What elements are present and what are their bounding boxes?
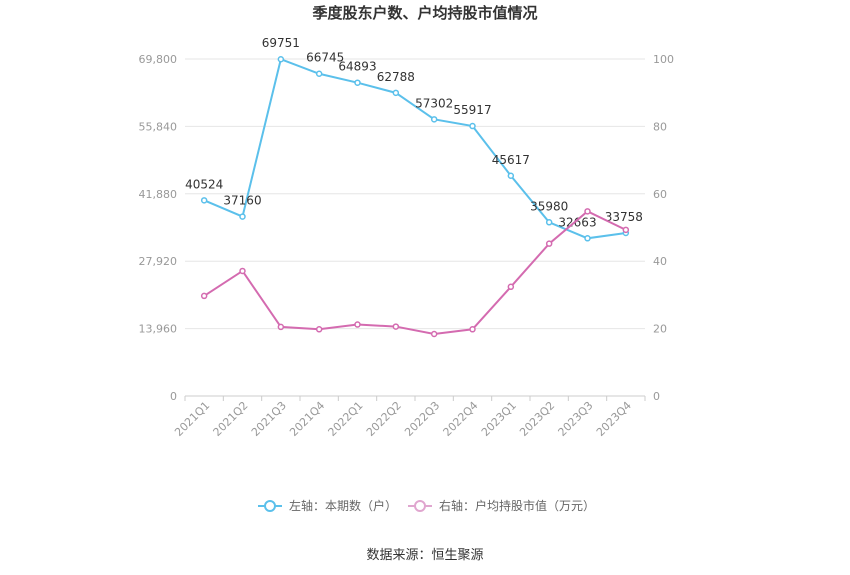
right-tick-label: 80: [653, 120, 667, 133]
data-label: 37160: [223, 194, 261, 208]
data-point-right[interactable]: [507, 283, 515, 291]
x-axis: 2021Q12021Q22021Q32021Q42022Q12022Q22022…: [172, 396, 646, 439]
right-tick-label: 100: [653, 53, 674, 66]
right-tick-label: 0: [653, 390, 660, 403]
data-label: 57302: [415, 96, 453, 110]
data-point-left[interactable]: [315, 70, 323, 77]
data-point-right[interactable]: [545, 240, 553, 247]
x-tick-label: 2021Q4: [287, 399, 327, 439]
data-label: 40524: [185, 177, 223, 191]
data-label: 35980: [530, 199, 568, 213]
legend-label-left: 左轴：本期数（户）: [289, 498, 397, 513]
left-tick-label: 69,800: [139, 53, 178, 66]
data-point-left[interactable]: [239, 213, 246, 220]
x-tick-label: 2023Q3: [556, 399, 596, 439]
right-tick-label: 40: [653, 255, 667, 268]
data-point-right[interactable]: [469, 326, 476, 333]
data-label: 69751: [262, 36, 300, 50]
right-tick-label: 60: [653, 188, 667, 201]
legend[interactable]: 左轴：本期数（户） 右轴：户均持股市值（万元）: [258, 498, 595, 513]
data-point-right[interactable]: [277, 323, 285, 331]
data-label: 66745: [306, 51, 344, 65]
x-tick-label: 2022Q4: [441, 399, 481, 439]
right-tick-label: 20: [653, 323, 667, 336]
data-point-left[interactable]: [354, 79, 361, 86]
data-point-left[interactable]: [277, 55, 285, 63]
data-point-left[interactable]: [200, 197, 208, 204]
data-label: 32663: [558, 215, 596, 229]
data-point-right[interactable]: [392, 323, 400, 330]
data-point-left[interactable]: [507, 172, 515, 180]
data-label: 62788: [377, 70, 415, 84]
data-label: 33758: [605, 210, 643, 224]
left-tick-label: 13,960: [139, 323, 178, 336]
chart-title: 季度股东户数、户均持股市值情况: [312, 4, 537, 22]
source-note: 数据来源：恒生聚源: [366, 548, 483, 563]
legend-item-right[interactable]: 右轴：户均持股市值（万元）: [408, 498, 595, 513]
x-tick-label: 2021Q1: [172, 399, 212, 439]
data-label: 64893: [338, 60, 376, 74]
x-tick-label: 2022Q2: [364, 399, 404, 439]
data-point-right[interactable]: [584, 208, 591, 215]
data-point-right[interactable]: [430, 330, 438, 338]
x-tick-label: 2022Q1: [326, 399, 366, 439]
data-label: 55917: [453, 103, 491, 117]
legend-item-left[interactable]: 左轴：本期数（户）: [258, 498, 397, 513]
left-tick-label: 27,920: [139, 255, 178, 268]
x-tick-label: 2023Q2: [517, 399, 557, 439]
right-axis: 0 20 40 60 80 100: [653, 53, 674, 403]
data-point-right[interactable]: [239, 267, 246, 275]
x-tick-label: 2023Q1: [479, 399, 519, 439]
series-right: [200, 208, 630, 338]
left-axis: 0 13,960 27,920 41,880 55,840 69,800: [139, 53, 178, 403]
left-tick-label: 0: [170, 390, 177, 403]
data-point-right[interactable]: [315, 326, 323, 333]
data-point-right[interactable]: [200, 292, 208, 300]
data-point-left[interactable]: [469, 122, 476, 130]
series-line-right: [203, 210, 627, 336]
data-point-right[interactable]: [354, 321, 361, 328]
x-tick-label: 2021Q3: [249, 399, 289, 439]
legend-label-right: 右轴：户均持股市值（万元）: [439, 498, 595, 513]
left-tick-label: 41,880: [139, 188, 178, 201]
series-line-left: [203, 57, 626, 240]
x-tick-label: 2023Q4: [594, 399, 634, 439]
x-tick-label: 2021Q2: [211, 399, 251, 439]
data-point-left[interactable]: [430, 116, 438, 123]
x-tick-label: 2022Q3: [402, 399, 442, 439]
data-point-left[interactable]: [584, 235, 591, 242]
data-point-left[interactable]: [545, 219, 553, 226]
data-point-right[interactable]: [622, 226, 630, 234]
left-tick-label: 55,840: [139, 120, 178, 133]
data-label: 45617: [492, 153, 530, 167]
data-point-left[interactable]: [392, 89, 400, 97]
